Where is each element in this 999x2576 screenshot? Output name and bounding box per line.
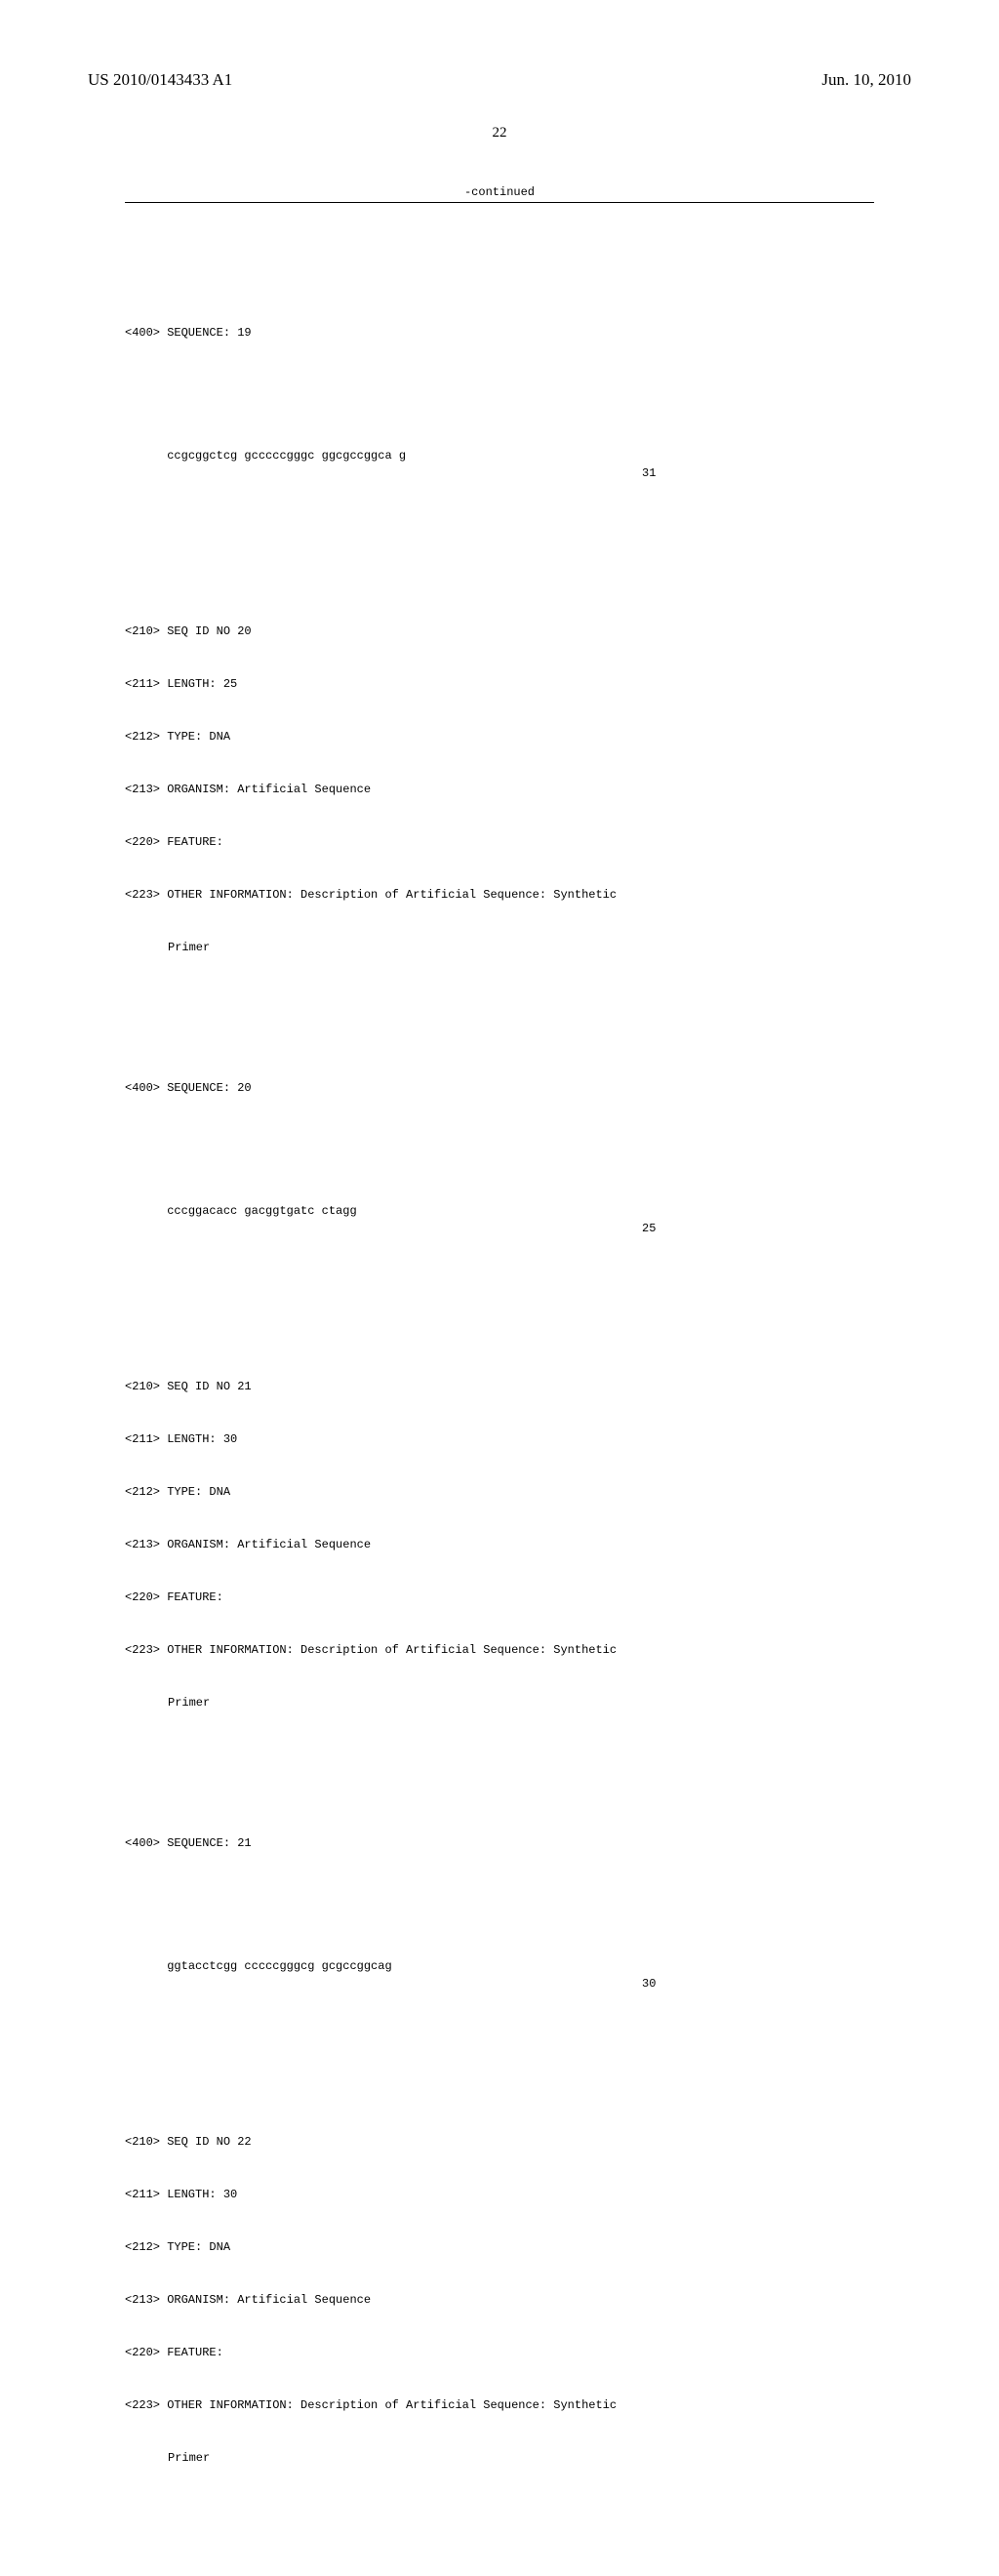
sequence-row: ggtacctcgg cccccgggcg gcgccggcag 30 bbox=[125, 1940, 874, 2010]
sequence-length: 30 bbox=[642, 1975, 656, 1992]
sequence-row: cccggacacc gacggtgatc ctagg 25 bbox=[125, 1185, 874, 1255]
sequence-meta: <213> ORGANISM: Artificial Sequence bbox=[125, 2291, 874, 2309]
sequence-meta: <220> FEATURE: bbox=[125, 833, 874, 851]
page-number: 22 bbox=[493, 125, 507, 141]
sequence-label: <400> SEQUENCE: 21 bbox=[125, 1834, 874, 1852]
sequence-text: ggtacctcgg cccccgggcg gcgccggcag bbox=[167, 1959, 391, 1973]
sequence-block: <400> SEQUENCE: 19 bbox=[125, 289, 874, 377]
sequence-text: cccggacacc gacggtgatc ctagg bbox=[167, 1204, 356, 1218]
horizontal-rule bbox=[125, 202, 874, 203]
sequence-meta: <213> ORGANISM: Artificial Sequence bbox=[125, 781, 874, 798]
sequence-block: <210> SEQ ID NO 22 <211> LENGTH: 30 <212… bbox=[125, 2098, 874, 2502]
sequence-block: <210> SEQ ID NO 21 <211> LENGTH: 30 <212… bbox=[125, 1343, 874, 1747]
sequence-meta: <223> OTHER INFORMATION: Description of … bbox=[125, 886, 874, 904]
sequence-meta: <211> LENGTH: 30 bbox=[125, 2186, 874, 2203]
sequence-row: ccgcggctcg gcccccgggc ggcgccggca g 31 bbox=[125, 429, 874, 500]
sequence-listing: <400> SEQUENCE: 19 ccgcggctcg gcccccgggc… bbox=[125, 219, 874, 2576]
sequence-meta: <220> FEATURE: bbox=[125, 1589, 874, 1606]
sequence-meta: <220> FEATURE: bbox=[125, 2344, 874, 2361]
sequence-meta: <211> LENGTH: 25 bbox=[125, 675, 874, 693]
sequence-block: <400> SEQUENCE: 21 bbox=[125, 1799, 874, 1887]
sequence-listing-container: -continued <400> SEQUENCE: 19 ccgcggctcg… bbox=[125, 185, 874, 2576]
sequence-meta: <223> OTHER INFORMATION: Description of … bbox=[125, 1641, 874, 1659]
sequence-text: ccgcggctcg gcccccgggc ggcgccggca g bbox=[167, 449, 406, 463]
sequence-meta: <212> TYPE: DNA bbox=[125, 2238, 874, 2256]
sequence-meta: <212> TYPE: DNA bbox=[125, 1483, 874, 1501]
sequence-meta-cont: Primer bbox=[125, 939, 874, 956]
sequence-length: 25 bbox=[642, 1220, 656, 1237]
sequence-meta: <223> OTHER INFORMATION: Description of … bbox=[125, 2396, 874, 2414]
sequence-label: <400> SEQUENCE: 20 bbox=[125, 1079, 874, 1097]
sequence-block: <400> SEQUENCE: 20 bbox=[125, 1044, 874, 1132]
sequence-meta: <212> TYPE: DNA bbox=[125, 728, 874, 745]
sequence-block: <400> SEQUENCE: 22 bbox=[125, 2555, 874, 2576]
publication-number: US 2010/0143433 A1 bbox=[88, 70, 232, 89]
page-header: US 2010/0143433 A1 Jun. 10, 2010 bbox=[0, 70, 999, 90]
sequence-meta-cont: Primer bbox=[125, 2449, 874, 2467]
sequence-block: <210> SEQ ID NO 20 <211> LENGTH: 25 <212… bbox=[125, 587, 874, 991]
sequence-meta: <210> SEQ ID NO 22 bbox=[125, 2133, 874, 2151]
sequence-meta: <210> SEQ ID NO 21 bbox=[125, 1378, 874, 1395]
sequence-meta-cont: Primer bbox=[125, 1694, 874, 1711]
sequence-length: 31 bbox=[642, 464, 656, 482]
sequence-label: <400> SEQUENCE: 19 bbox=[125, 324, 874, 342]
sequence-meta: <211> LENGTH: 30 bbox=[125, 1430, 874, 1448]
sequence-meta: <213> ORGANISM: Artificial Sequence bbox=[125, 1536, 874, 1553]
sequence-meta: <210> SEQ ID NO 20 bbox=[125, 623, 874, 640]
publication-date: Jun. 10, 2010 bbox=[821, 70, 911, 90]
continued-label: -continued bbox=[125, 185, 874, 199]
